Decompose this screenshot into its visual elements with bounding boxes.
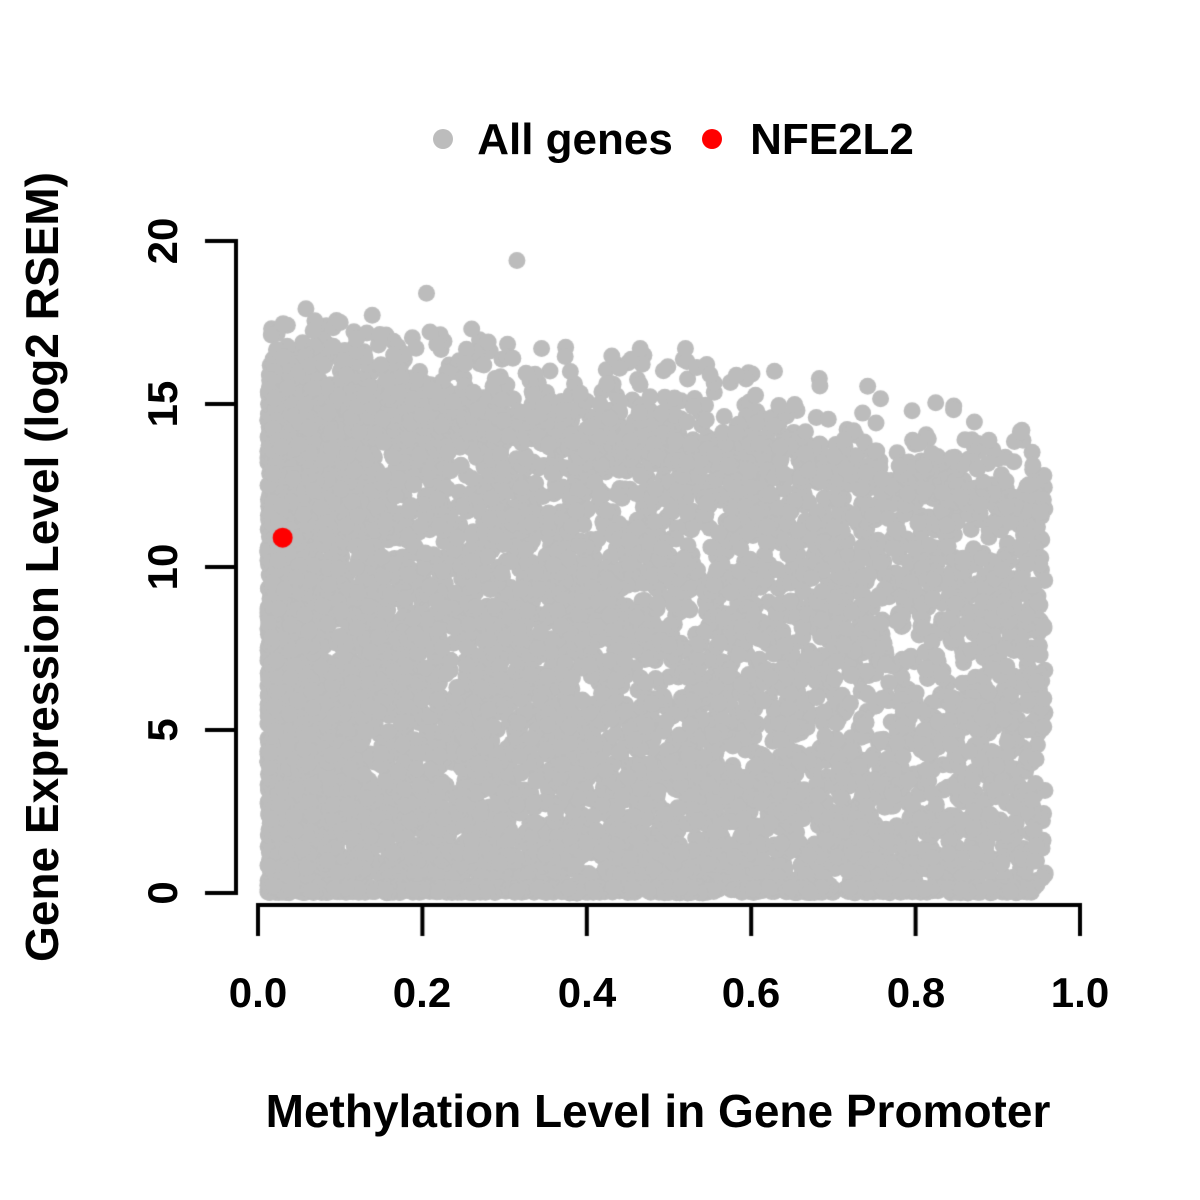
x-tick-label: 0.0 [228,969,288,1016]
y-tick-label: 0 [139,881,186,905]
x-tick-label: 0.6 [721,969,781,1016]
x-tick-label: 0.4 [557,969,617,1016]
nfe2l2-marker-icon [702,129,722,149]
x-axis-title: Methylation Level in Gene Promoter [265,1085,1051,1137]
y-tick-label: 20 [139,217,186,265]
x-tick-label: 1.0 [1050,969,1110,1016]
x-tick-label: 0.2 [392,969,452,1016]
x-tick-label: 0.8 [886,969,946,1016]
y-tick-label: 5 [139,718,186,742]
all-genes-marker-icon [433,129,453,149]
y-tick-label: 15 [139,380,186,428]
y-axis-title: Gene Expression Level (log2 RSEM) [16,172,68,962]
y-tick-label: 10 [139,543,186,591]
legend-label-all-genes: All genes [477,115,673,164]
legend-label-nfe2l2: NFE2L2 [750,115,914,164]
